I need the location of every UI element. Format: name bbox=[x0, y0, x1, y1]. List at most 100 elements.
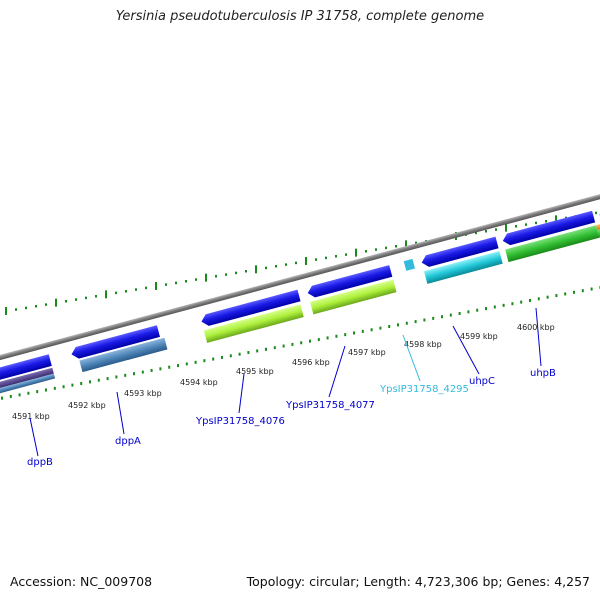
gene-feature-dppB[interactable] bbox=[0, 354, 52, 381]
outer-tick bbox=[165, 283, 167, 286]
inner-tick bbox=[9, 395, 12, 399]
inner-tick bbox=[335, 334, 338, 338]
kbp-tick-label: 4594 kbp bbox=[180, 378, 218, 387]
inner-tick bbox=[273, 346, 276, 350]
outer-tick bbox=[365, 250, 367, 253]
inner-tick bbox=[53, 386, 56, 390]
gene-label-dppB[interactable]: dppB bbox=[27, 457, 53, 468]
gene-label-uhpB[interactable]: uhpB bbox=[530, 368, 556, 379]
inner-tick bbox=[238, 352, 241, 356]
inner-tick bbox=[449, 313, 452, 317]
gene-feature-YpsIP31758_4295[interactable] bbox=[403, 258, 415, 271]
inner-tick bbox=[590, 287, 593, 291]
inner-tick bbox=[97, 378, 100, 382]
outer-tick bbox=[255, 265, 257, 274]
gene-feature-uhpB[interactable] bbox=[501, 210, 596, 247]
outer-tick bbox=[235, 271, 237, 275]
outer-tick bbox=[125, 290, 127, 293]
inner-tick bbox=[71, 383, 74, 387]
inner-tick bbox=[18, 393, 21, 397]
outer-tick bbox=[545, 220, 547, 223]
outer-tick bbox=[245, 270, 247, 273]
outer-tick bbox=[95, 295, 97, 298]
kbp-tick-label: 4598 kbp bbox=[404, 340, 442, 349]
kbp-tick-label: 4592 kbp bbox=[68, 401, 106, 410]
feature-lane bbox=[0, 212, 600, 394]
inner-tick bbox=[423, 318, 426, 322]
outer-tick bbox=[595, 211, 597, 215]
inner-tick bbox=[300, 341, 303, 345]
outer-tick bbox=[295, 261, 297, 265]
inner-tick bbox=[106, 377, 109, 381]
outer-tick bbox=[25, 306, 27, 310]
inner-tick bbox=[256, 349, 259, 353]
inner-tick bbox=[27, 391, 30, 395]
outer-tick bbox=[395, 245, 397, 248]
inner-tick bbox=[124, 373, 127, 377]
outer-tick bbox=[275, 265, 277, 268]
gene-label-dppA[interactable]: dppA bbox=[115, 436, 141, 447]
inner-tick bbox=[397, 323, 399, 327]
kbp-tick-label: 4596 kbp bbox=[292, 358, 330, 367]
inner-tick bbox=[520, 300, 523, 304]
gene-feature-YpsIP31758_4076[interactable] bbox=[200, 289, 301, 328]
inner-tick bbox=[379, 326, 382, 330]
inner-tick bbox=[458, 311, 461, 315]
outer-tick bbox=[405, 240, 407, 249]
inner-tick bbox=[476, 308, 479, 312]
outer-tick bbox=[155, 282, 157, 290]
inner-tick bbox=[80, 381, 83, 385]
inner-tick bbox=[168, 365, 171, 369]
gene-label-YpsIP31758_4076[interactable]: YpsIP31758_4076 bbox=[195, 416, 285, 427]
outer-tick bbox=[175, 281, 177, 285]
outer-tick bbox=[215, 275, 217, 278]
outer-tick bbox=[515, 225, 517, 228]
inner-tick bbox=[581, 289, 584, 293]
inner-tick bbox=[141, 370, 144, 374]
gene-feature-uhpC[interactable] bbox=[420, 236, 499, 269]
outer-tick bbox=[205, 273, 207, 282]
gene-label-YpsIP31758_4077[interactable]: YpsIP31758_4077 bbox=[285, 400, 375, 411]
inner-tick bbox=[546, 295, 549, 299]
inner-tick bbox=[344, 333, 347, 337]
inner-tick bbox=[212, 357, 215, 361]
outer-tick bbox=[45, 303, 47, 306]
inner-tick bbox=[467, 310, 470, 314]
inner-tick bbox=[62, 385, 65, 389]
gene-feature-dppA[interactable] bbox=[70, 325, 160, 360]
inner-tick bbox=[485, 307, 487, 311]
outer-tick bbox=[555, 215, 557, 224]
gene-feature-YpsIP31758_4077[interactable] bbox=[306, 265, 393, 299]
inner-tick bbox=[317, 338, 320, 342]
outer-tick bbox=[195, 278, 197, 281]
inner-tick bbox=[177, 364, 179, 368]
topology-text: Topology: circular; Length: 4,723,306 bp… bbox=[246, 574, 590, 589]
inner-tick bbox=[511, 302, 514, 306]
kbp-tick-label: 4599 kbp bbox=[460, 332, 498, 341]
outer-tick bbox=[35, 305, 37, 308]
inner-tick bbox=[89, 380, 91, 384]
inner-tick bbox=[432, 316, 435, 320]
outer-tick bbox=[265, 266, 267, 270]
inner-tick bbox=[405, 321, 408, 325]
outer-tick bbox=[495, 228, 497, 231]
inner-tick bbox=[265, 347, 267, 351]
inner-tick bbox=[353, 331, 355, 335]
accession-text: Accession: NC_009708 bbox=[10, 574, 153, 589]
outer-tick bbox=[415, 241, 417, 245]
inner-tick bbox=[555, 294, 558, 298]
inner-tick bbox=[537, 297, 540, 301]
outer-tick bbox=[15, 308, 17, 311]
gene-label-YpsIP31758_4295[interactable]: YpsIP31758_4295 bbox=[379, 384, 469, 395]
outer-tick bbox=[345, 253, 347, 256]
inner-tick bbox=[529, 298, 531, 302]
outer-tick bbox=[55, 298, 57, 307]
inner-tick bbox=[309, 339, 311, 343]
inner-tick bbox=[36, 390, 39, 394]
gene-label-uhpC[interactable]: uhpC bbox=[469, 376, 495, 387]
outer-scale-ticks bbox=[5, 211, 597, 315]
genome-backbone bbox=[0, 184, 600, 366]
inner-tick bbox=[221, 355, 223, 359]
outer-tick bbox=[325, 256, 327, 260]
